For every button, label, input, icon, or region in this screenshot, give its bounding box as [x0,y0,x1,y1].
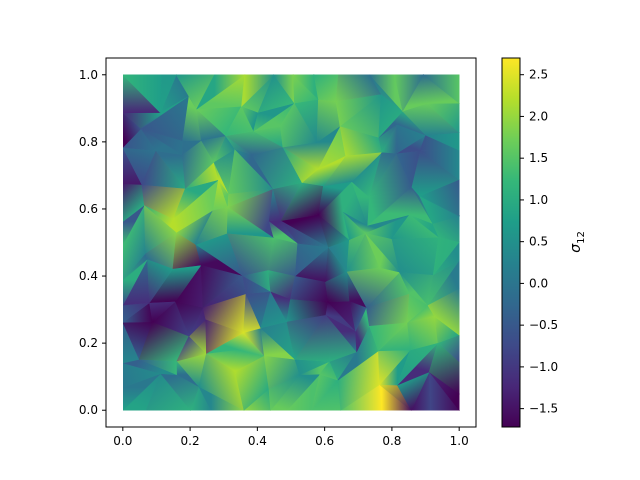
colorbar-tick-label: −0.5 [529,318,558,332]
y-tick-label: 1.0 [79,68,98,82]
mesh-triangle [394,74,424,112]
mesh-triangle [335,74,371,102]
colorbar-label-sub: 12 [576,231,587,244]
mesh-triangle [422,74,460,104]
colorbar-label-main: σ [568,243,584,253]
x-tick-label: 0.8 [382,434,401,448]
mesh-triangle [241,74,275,107]
y-tick-label: 0.6 [79,202,98,216]
y-tick-label: 0.2 [79,336,98,350]
triangle-mesh [123,74,460,411]
colorbar-tick-label: 0.5 [529,235,548,249]
x-tick-label: 0.6 [315,434,334,448]
x-tick-label: 1.0 [450,434,469,448]
colorbar-tick-label: −1.0 [529,360,558,374]
x-axis: 0.0 0.2 0.4 0.6 0.8 1.0 [113,427,469,448]
colorbar: −1.5 −1.0 −0.5 0.0 0.5 1.0 1.5 2.0 2.5 σ12 [501,57,587,428]
y-tick-label: 0.4 [79,269,98,283]
mesh-triangle [196,74,246,110]
colorbar-tick-label: 2.5 [529,68,548,82]
axes-frame [105,57,477,428]
colorbar-tick-label: 1.0 [529,193,548,207]
y-tick-label: 0.0 [79,403,98,417]
y-tick-label: 0.8 [79,135,98,149]
x-tick-label: 0.0 [113,434,132,448]
plot-area [105,57,477,428]
colorbar-tick-label: 1.5 [529,151,548,165]
x-tick-label: 0.4 [248,434,267,448]
y-axis: 0.0 0.2 0.4 0.6 0.8 1.0 [79,68,106,417]
colorbar-tick-label: −1.5 [529,402,558,416]
mesh-triangle [159,74,177,113]
colorbar-gradient [501,57,521,428]
colorbar-tick-label: 0.0 [529,276,548,290]
colorbar-label: σ12 [568,231,587,253]
colorbar-tick-label: 2.0 [529,109,548,123]
x-tick-label: 0.2 [181,434,200,448]
colorbar-ticks: −1.5 −1.0 −0.5 0.0 0.5 1.0 1.5 2.0 2.5 [520,68,558,416]
